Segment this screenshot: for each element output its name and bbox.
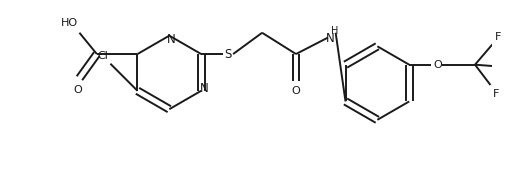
- Text: HO: HO: [61, 18, 78, 28]
- Text: F: F: [493, 89, 499, 99]
- Text: H: H: [331, 26, 338, 36]
- Text: N: N: [167, 33, 176, 46]
- Text: N: N: [200, 82, 208, 95]
- Text: F: F: [495, 32, 501, 42]
- Text: O: O: [73, 85, 82, 95]
- Text: O: O: [292, 86, 300, 96]
- Text: O: O: [433, 60, 441, 70]
- Text: F: F: [506, 62, 508, 72]
- Text: Cl: Cl: [97, 51, 108, 61]
- Text: S: S: [225, 48, 232, 61]
- Text: N: N: [326, 32, 334, 45]
